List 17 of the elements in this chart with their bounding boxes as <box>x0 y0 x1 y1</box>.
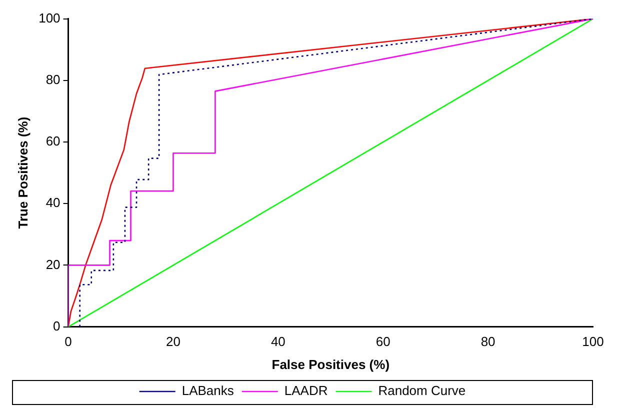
y-tick-label: 60 <box>46 134 60 149</box>
y-axis-title: True Positives (%) <box>15 116 30 229</box>
x-tick-label: 0 <box>64 334 72 350</box>
x-tick-label: 80 <box>480 334 496 350</box>
y-tick-label: 80 <box>46 72 60 87</box>
y-tick-label: 40 <box>46 195 60 210</box>
x-tick-label: 40 <box>270 334 286 350</box>
y-tick-label: 0 <box>53 318 60 334</box>
x-tick-label: 20 <box>166 334 180 350</box>
y-tick-label: 20 <box>46 256 60 272</box>
legend-label: LABanks <box>182 383 234 398</box>
legend-label: Random Curve <box>378 383 466 398</box>
x-axis-title: False Positives (%) <box>272 356 390 372</box>
x-tick-label: 100 <box>582 334 604 350</box>
y-tick-label: 100 <box>38 10 60 26</box>
legend-label: LAADR <box>284 383 328 398</box>
x-tick-label: 60 <box>376 334 390 350</box>
